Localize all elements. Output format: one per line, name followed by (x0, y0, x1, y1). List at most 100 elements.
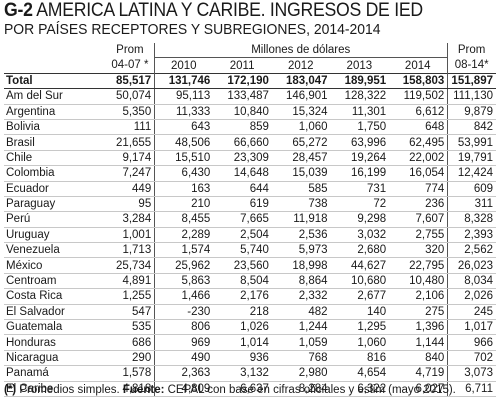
table-cell: 65,272 (271, 134, 331, 151)
table-cell: 966 (447, 334, 496, 351)
table-cell: 738 (271, 196, 331, 213)
table-cell: 15,324 (271, 104, 331, 120)
table-cell: 23,560 (213, 257, 272, 274)
table-cell: 218 (213, 304, 272, 321)
header-prom-a-line1: Prom (116, 44, 144, 57)
table-cell: 2,176 (213, 288, 272, 305)
table-cell: 10,480 (389, 273, 448, 290)
table-cell: 644 (213, 181, 272, 197)
table-row: Centroam 4,891 5,863 8,504 8,864 10,680 10,480… (4, 273, 496, 290)
table-cell: 7,665 (213, 211, 272, 228)
table-cell: 859 (213, 119, 272, 136)
table-cell: 936 (213, 350, 272, 367)
table-cell: 11,301 (330, 104, 390, 120)
table-cell: 5,740 (213, 242, 272, 259)
table-cell: 172,190 (213, 72, 272, 90)
table-cell: 9,879 (447, 104, 496, 120)
row-label: Colombia (4, 165, 107, 182)
table-row: Colombia 7,247 6,430 14,648 15,039 16,199 16,0… (4, 165, 496, 182)
table-cell: 2,363 (154, 365, 214, 382)
table-cell: 140 (330, 304, 390, 321)
header-blank (4, 58, 107, 73)
table-cell: 119,502 (389, 88, 448, 105)
table-cell: 26,023 (447, 257, 496, 274)
document-title: G-2 AMERICA LATINA Y CARIBE. INGRESOS DE… (4, 0, 463, 22)
row-label: México (4, 257, 107, 274)
table-cell: 21,655 (106, 134, 155, 151)
row-label: Chile (4, 150, 107, 167)
table-cell: 11,333 (154, 104, 214, 120)
table-cell: 4,809 (154, 381, 214, 397)
table-cell: 151,897 (447, 72, 496, 90)
table-cell: 1,574 (154, 242, 214, 259)
header-year: 2013 (346, 59, 373, 72)
table-cell: 806 (154, 319, 214, 336)
footnote-source: CEPAL con base en cifras oficiales y est… (164, 384, 456, 396)
table-cell: 290 (106, 350, 155, 367)
footnote-note: Promedios simples. (16, 384, 120, 396)
table-cell: 111,130 (447, 88, 496, 105)
table-cell: 131,746 (154, 72, 214, 90)
table-cell: 320 (389, 242, 448, 259)
table-cell: 2,536 (271, 227, 331, 244)
table-row: El Salvador 547 -230 218 482 140 275 245 (4, 304, 496, 321)
table-cell: 842 (447, 119, 496, 136)
table-cell: 1,750 (330, 119, 390, 136)
row-label: Bolivia (4, 119, 107, 136)
table-cell: 66,660 (213, 134, 272, 151)
table-cell: 1,060 (330, 334, 390, 351)
row-label: Brasil (4, 134, 107, 151)
table-cell: 72 (330, 196, 390, 213)
row-label: Perú (4, 211, 107, 228)
table-cell: 2,289 (154, 227, 214, 244)
table-cell: 6,027 (389, 381, 448, 397)
table-cell: 245 (447, 304, 496, 321)
table-cell: 133,487 (213, 88, 272, 105)
table-row: Total 85,517 131,746 172,190 183,047 189,951 1… (4, 72, 496, 90)
table-cell: 6,711 (447, 381, 496, 397)
table-cell: 1,060 (271, 119, 331, 136)
table-row: Venezuela 1,713 1,574 5,740 5,973 2,680 320 2,5… (4, 242, 496, 259)
table-cell: 163 (154, 181, 214, 197)
table-cell: 4,654 (330, 365, 390, 382)
table-cell: 4,719 (389, 365, 448, 382)
table-row: Guatemala 535 806 1,026 1,244 1,295 1,396 1,017 (4, 319, 496, 336)
table-cell: 643 (154, 119, 214, 136)
table-body: Total 85,517 131,746 172,190 183,047 189,951 1… (4, 72, 496, 397)
table-cell: 3,073 (447, 365, 496, 382)
table-cell: 482 (271, 304, 331, 321)
row-label: Centroam (4, 273, 107, 290)
row-label: El Salvador (4, 304, 107, 321)
table-cell: 22,002 (389, 150, 448, 167)
table-cell: 4,818 (106, 381, 155, 397)
table-cell: 85,517 (106, 72, 155, 90)
table-cell: 95 (106, 196, 155, 213)
table-cell: 609 (447, 181, 496, 197)
table-cell: 8,284 (271, 381, 331, 397)
table-cell: -230 (154, 304, 214, 321)
table-cell: 702 (447, 350, 496, 367)
row-label: Nicaragua (4, 350, 107, 367)
table-cell: 731 (330, 181, 390, 197)
table-cell: 189,951 (330, 72, 390, 90)
table-row: Costa Rica 1,255 1,466 2,176 2,332 2,677 2,106… (4, 288, 496, 305)
table-row: Argentina 5,350 11,333 10,840 15,324 11,301 6,… (4, 104, 496, 120)
table-cell: 128,322 (330, 88, 390, 105)
table-cell: 5,973 (271, 242, 331, 259)
row-label: El Caribe (4, 381, 107, 397)
table-cell: 1,001 (106, 227, 155, 244)
table-cell: 10,840 (213, 104, 272, 120)
table-cell: 62,495 (389, 134, 448, 151)
row-label: Venezuela (4, 242, 107, 259)
table-cell: 5,863 (154, 273, 214, 290)
table-cell: 28,457 (271, 150, 331, 167)
table-cell: 1,466 (154, 288, 214, 305)
table-cell: 6,430 (154, 165, 214, 182)
table-cell: 9,174 (106, 150, 155, 167)
title-text: AMERICA LATINA Y CARIBE. INGRESOS DE IED (36, 0, 423, 21)
table-row: Paraguay 95 210 619 738 72 236 311 (4, 196, 496, 213)
table-cell: 23,309 (213, 150, 272, 167)
table-cell: 619 (213, 196, 272, 213)
table-cell: 969 (154, 334, 214, 351)
